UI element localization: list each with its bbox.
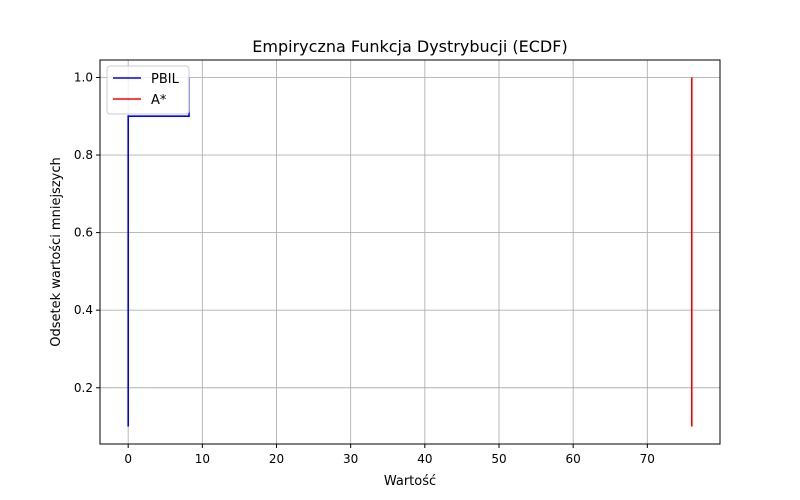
x-tick-label: 0 [124, 452, 132, 466]
x-tick-label: 10 [195, 452, 210, 466]
x-tick-label: 20 [269, 452, 284, 466]
x-tick-label: 50 [491, 452, 506, 466]
y-tick-label: 0.4 [74, 303, 93, 317]
chart-title: Empiryczna Funkcja Dystrybucji (ECDF) [252, 37, 567, 56]
legend-label: A* [151, 93, 167, 108]
plot-frame [99, 59, 721, 445]
y-axis-label: Odsetek wartości mniejszych [49, 157, 64, 346]
x-tick-label: 40 [417, 452, 432, 466]
grid-lines [100, 60, 720, 444]
axis-ticks: 0 10 20 30 40 50 60 70 0.2 0.4 0.6 0.8 1.0 [74, 70, 655, 466]
y-tick-label: 1.0 [74, 70, 93, 84]
x-tick-label: 60 [566, 452, 581, 466]
y-tick-label: 0.6 [74, 226, 93, 240]
x-axis-label: Wartość [384, 474, 436, 489]
y-tick-label: 0.2 [74, 381, 93, 395]
y-tick-label: 0.8 [74, 148, 93, 162]
legend: PBIL A* [106, 65, 190, 115]
legend-label: PBIL [151, 72, 180, 87]
x-tick-label: 70 [640, 452, 655, 466]
x-tick-label: 30 [343, 452, 358, 466]
